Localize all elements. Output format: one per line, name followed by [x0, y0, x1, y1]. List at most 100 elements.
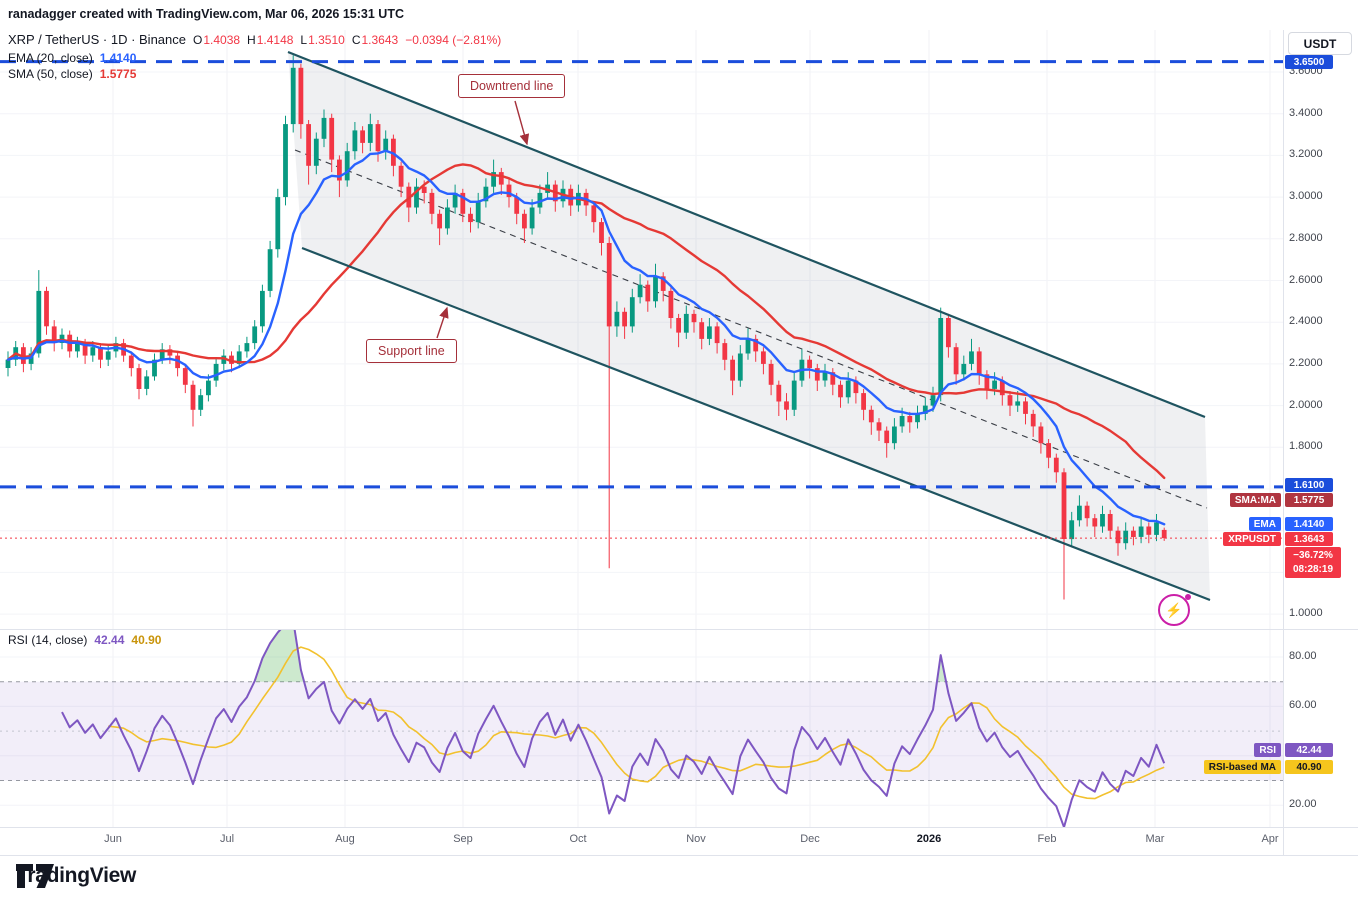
price-tick-label: 2.6000 — [1289, 273, 1323, 286]
candle — [1100, 514, 1105, 527]
candle — [105, 351, 111, 360]
candle — [1131, 530, 1136, 537]
candle — [275, 197, 281, 250]
candle — [1146, 526, 1152, 535]
downtrend-line-label[interactable]: Downtrend line — [458, 74, 566, 98]
last-price-badge: 1.3643 — [1285, 532, 1333, 546]
candle — [352, 130, 358, 152]
rsi-ma-line[interactable] — [108, 646, 1165, 800]
candle — [768, 363, 774, 385]
candle — [514, 197, 520, 214]
flash-boost-icon[interactable]: ⚡ — [1158, 594, 1191, 626]
candle — [491, 172, 496, 187]
candle — [337, 159, 342, 181]
candle — [360, 130, 365, 143]
candle — [252, 326, 258, 344]
time-axis-label: 2026 — [916, 833, 942, 845]
candle — [167, 349, 173, 356]
price-axis-border — [1283, 30, 1284, 855]
sma-line[interactable] — [6, 163, 1166, 480]
candle — [1030, 413, 1036, 427]
lightning-icon: ⚡ — [1165, 601, 1183, 618]
candle — [938, 318, 944, 396]
price-pane-canvas[interactable] — [0, 30, 1283, 629]
rsi-pane-canvas[interactable] — [0, 630, 1283, 827]
rsi-overbought-fill — [254, 630, 305, 682]
candle — [876, 422, 882, 431]
notification-dot — [1185, 594, 1191, 600]
candle — [537, 192, 543, 208]
change-percent: −36.72% — [1293, 549, 1333, 561]
candle — [159, 349, 165, 360]
ema-line[interactable] — [6, 149, 1166, 526]
price-tick-label: 2.2000 — [1289, 356, 1323, 369]
tradingview-logo-mark — [16, 864, 54, 888]
candle — [1138, 526, 1144, 537]
candle — [260, 290, 265, 327]
candle — [329, 117, 335, 160]
candle — [1061, 472, 1067, 539]
time-axis-label: Apr — [1261, 833, 1279, 845]
candle — [198, 395, 204, 410]
candle — [182, 368, 188, 385]
rsi-line[interactable] — [61, 630, 1166, 827]
candle — [398, 165, 404, 187]
candle — [629, 297, 635, 327]
candle — [761, 351, 766, 364]
time-axis-label: Mar — [1145, 833, 1165, 845]
candle — [421, 186, 427, 193]
candle — [676, 318, 681, 333]
sma-value: 1.5775 — [99, 67, 137, 81]
rsi-legend: RSI (14, close) 42.44 40.90 — [8, 633, 161, 647]
sma-label: SMA (50, close) — [8, 67, 93, 81]
channel-median-line[interactable] — [294, 149, 1208, 509]
candle — [152, 359, 157, 377]
candle — [483, 186, 489, 202]
candle — [683, 313, 689, 333]
ohlc-change: −0.0394 (−2.81%) — [405, 33, 502, 47]
candle — [653, 276, 658, 302]
price-tick-label: 3.4000 — [1289, 106, 1323, 119]
candle — [529, 207, 535, 229]
candle — [445, 207, 450, 229]
time-axis-label: Dec — [800, 833, 820, 845]
candle — [1046, 443, 1051, 458]
candle — [1023, 401, 1028, 414]
candle — [668, 290, 674, 318]
currency-toggle-button[interactable]: USDT — [1288, 32, 1352, 55]
candle — [930, 395, 936, 406]
candle — [144, 376, 150, 389]
candle — [298, 67, 304, 125]
candle — [606, 243, 612, 327]
tradingview-logo[interactable]: TradingView — [16, 864, 136, 888]
pane-separator[interactable] — [0, 629, 1358, 630]
symbol-title: XRP / TetherUS · 1D · Binance — [8, 32, 186, 47]
downtrend-channel-line[interactable] — [287, 50, 1206, 419]
time-axis-label: Jun — [104, 833, 122, 845]
time-axis-label: Sep — [453, 833, 473, 845]
time-axis-label: Feb — [1037, 833, 1057, 845]
candle — [190, 384, 196, 410]
candle — [838, 384, 843, 398]
ohlc-low: L 1.3510 — [300, 33, 345, 47]
candle — [437, 213, 442, 229]
candle — [21, 347, 26, 364]
support-channel-line[interactable] — [301, 246, 1211, 602]
support-line-label[interactable]: Support line — [366, 339, 457, 363]
candle — [468, 213, 473, 223]
candle — [691, 313, 697, 323]
candle — [745, 338, 751, 354]
rsi-axis-tag: RSI — [1254, 743, 1281, 757]
price-tick-label: 2.8000 — [1289, 231, 1323, 244]
candle — [244, 343, 250, 352]
candle — [946, 318, 951, 348]
support-arrow — [436, 306, 449, 339]
price-tick-label: 1.8000 — [1289, 440, 1323, 453]
candle — [90, 347, 96, 356]
candle — [221, 355, 227, 364]
candle — [807, 359, 812, 368]
breakdown-price-badge: 1.6100 — [1285, 478, 1333, 492]
time-axis-label: Nov — [686, 833, 706, 845]
candle — [969, 351, 974, 364]
